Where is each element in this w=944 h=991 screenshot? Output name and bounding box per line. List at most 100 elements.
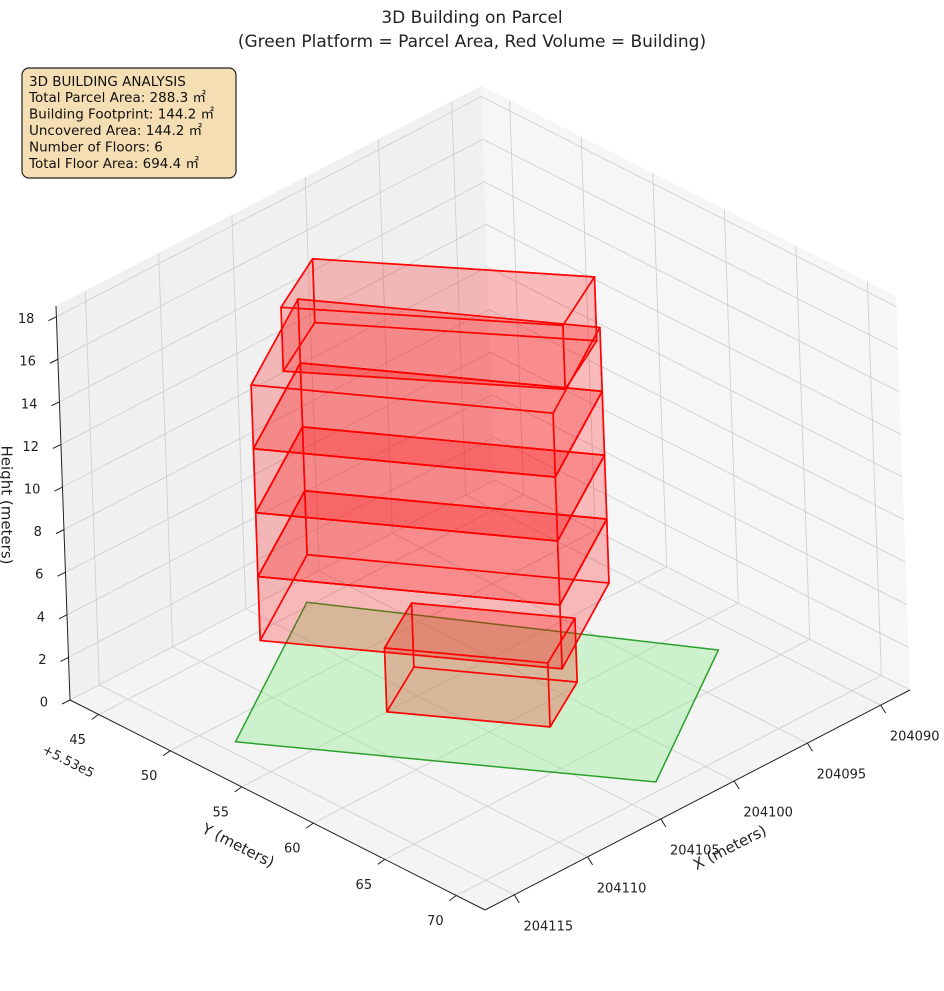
z-tick [48, 316, 57, 322]
info-title: 3D BUILDING ANALYSIS [29, 74, 186, 90]
grid [56, 96, 911, 896]
grid-line [313, 602, 739, 824]
grid-line [66, 394, 493, 616]
grid-line [509, 100, 525, 495]
left-wall-pane [56, 86, 495, 700]
info-line: Total Parcel Area: 288.3 ㎡ [28, 90, 206, 106]
x-tick [660, 818, 667, 828]
z-tick [58, 614, 68, 620]
y-tick-label: 50 [141, 769, 158, 784]
z-tick-label: 0 [40, 696, 48, 711]
grid-line [482, 138, 899, 350]
z-tick [61, 699, 71, 705]
y-tick [91, 714, 99, 720]
info-line: Number of Floors: 6 [29, 140, 163, 156]
z-tick-label: 16 [19, 355, 36, 370]
grid-line [487, 266, 903, 478]
grid-line [63, 309, 490, 531]
x-tick-label: 204115 [523, 919, 573, 934]
grid-line [384, 638, 811, 860]
x-tick [587, 856, 594, 866]
grid-line [68, 437, 494, 658]
z-axis-line [55, 305, 71, 701]
grid-line [69, 479, 496, 701]
x-tick [733, 780, 740, 790]
z-tick [57, 571, 66, 577]
x-axis-line [484, 689, 911, 911]
grid-line [169, 530, 596, 752]
y-tick [449, 895, 457, 901]
z-tick-label: 14 [21, 397, 38, 412]
grid-line [60, 224, 487, 445]
z-tick [54, 486, 63, 492]
y-tick-label: 65 [356, 878, 373, 893]
grid-line [65, 351, 491, 573]
grid-line [84, 290, 100, 685]
grid-line [241, 566, 667, 788]
building-face [383, 602, 576, 664]
grid-line [485, 224, 902, 435]
grid-line [158, 252, 174, 647]
grid-line [392, 532, 808, 744]
y-offset-label: +5.53e5 [40, 743, 97, 782]
grid-line [172, 646, 588, 858]
grid-line [318, 570, 735, 782]
y-tick [305, 822, 314, 829]
grid-line [488, 309, 905, 521]
z-tick-label: 12 [22, 440, 39, 455]
grid-line [493, 437, 909, 648]
grid-line [99, 684, 515, 896]
y-tick-label: 70 [427, 914, 444, 929]
chart-title: 3D Building on Parcel [381, 8, 562, 28]
grid-line [304, 177, 320, 572]
z-tick-label: 10 [24, 483, 41, 498]
x-tick-label: 204090 [890, 730, 940, 745]
grid-line [652, 172, 668, 567]
grid-line [245, 608, 662, 820]
x-tick-label: 204095 [817, 768, 867, 783]
y-tick [162, 750, 171, 757]
grid-line [62, 266, 488, 488]
grid-line [57, 138, 484, 360]
labels: 2040902040952041002041052041102041154550… [18, 305, 940, 934]
x-tick-label: 204110 [597, 881, 647, 896]
grid-line [377, 139, 393, 534]
z-tick-label: 6 [35, 568, 43, 583]
z-tick [52, 443, 62, 449]
x-tick-label: 204100 [743, 806, 793, 821]
chart-subtitle: (Green Platform = Parcel Area, Red Volum… [238, 32, 706, 52]
y-tick-label: 45 [69, 733, 86, 748]
y-tick-label: 55 [212, 805, 229, 820]
y-axis-title: Y (meters) [198, 819, 277, 871]
y-tick-label: 60 [284, 842, 301, 857]
z-tick-label: 18 [18, 312, 35, 327]
grid-line [451, 101, 467, 496]
right-wall-pane [481, 86, 910, 690]
z-axis-title: Height (meters) [0, 446, 16, 565]
x-tick [880, 704, 887, 714]
y-tick [234, 786, 243, 793]
floor-pane [70, 480, 910, 910]
y-axis-line [69, 699, 486, 911]
z-tick [60, 656, 69, 662]
grid-line [795, 245, 811, 640]
grid-line [56, 96, 482, 318]
grid-line [465, 494, 881, 706]
grid-line [723, 209, 739, 604]
z-tick-label: 8 [34, 525, 42, 540]
z-tick [51, 401, 60, 407]
x-tick-label: 204105 [670, 843, 720, 858]
info-line: Uncovered Area: 144.2 ㎡ [29, 123, 203, 139]
grid-line [59, 181, 485, 403]
z-tick-label: 4 [37, 610, 45, 625]
grid-line [231, 214, 247, 609]
y-tick [377, 858, 386, 865]
grid-line [484, 181, 900, 393]
parcel-platform [234, 601, 720, 783]
info-box: 3D BUILDING ANALYSIS Total Parcel Area: … [21, 67, 237, 179]
info-line: Building Footprint: 144.2 ㎡ [29, 107, 215, 123]
grid-line [866, 281, 882, 676]
info-box-frame [21, 67, 237, 179]
